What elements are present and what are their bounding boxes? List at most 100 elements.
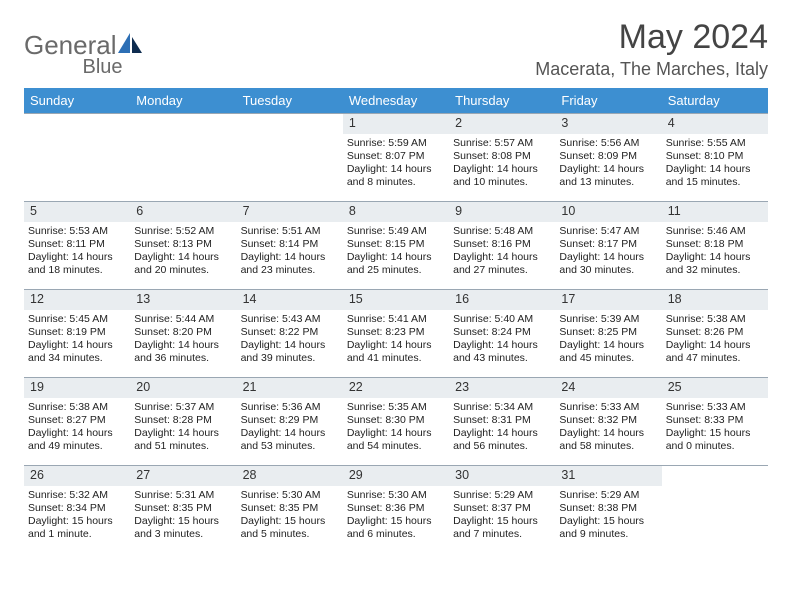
daylight-text: Daylight: 14 hours and 49 minutes. xyxy=(28,427,126,453)
sunrise-text: Sunrise: 5:34 AM xyxy=(453,401,551,414)
calendar-week-row: 5Sunrise: 5:53 AMSunset: 8:11 PMDaylight… xyxy=(24,202,768,290)
calendar-day-cell: 15Sunrise: 5:41 AMSunset: 8:23 PMDayligh… xyxy=(343,290,449,378)
calendar-day-cell: 22Sunrise: 5:35 AMSunset: 8:30 PMDayligh… xyxy=(343,378,449,466)
calendar-day-cell: 29Sunrise: 5:30 AMSunset: 8:36 PMDayligh… xyxy=(343,466,449,554)
sunset-text: Sunset: 8:36 PM xyxy=(347,502,445,515)
sunrise-text: Sunrise: 5:39 AM xyxy=(559,313,657,326)
day-number: 18 xyxy=(662,290,768,310)
sunset-text: Sunset: 8:29 PM xyxy=(241,414,339,427)
sunrise-text: Sunrise: 5:57 AM xyxy=(453,137,551,150)
day-number: 24 xyxy=(555,378,661,398)
calendar-day-cell: 3Sunrise: 5:56 AMSunset: 8:09 PMDaylight… xyxy=(555,114,661,202)
calendar-empty-cell xyxy=(662,466,768,554)
day-number: 6 xyxy=(130,202,236,222)
daylight-text: Daylight: 14 hours and 41 minutes. xyxy=(347,339,445,365)
sunrise-text: Sunrise: 5:44 AM xyxy=(134,313,232,326)
calendar-day-cell: 25Sunrise: 5:33 AMSunset: 8:33 PMDayligh… xyxy=(662,378,768,466)
logo: General Blue xyxy=(24,18,145,61)
calendar-week-row: 1Sunrise: 5:59 AMSunset: 8:07 PMDaylight… xyxy=(24,114,768,202)
day-number: 23 xyxy=(449,378,555,398)
sunset-text: Sunset: 8:38 PM xyxy=(559,502,657,515)
daylight-text: Daylight: 14 hours and 54 minutes. xyxy=(347,427,445,453)
logo-text-blue: Blue xyxy=(83,56,123,79)
sunrise-text: Sunrise: 5:38 AM xyxy=(666,313,764,326)
day-number: 14 xyxy=(237,290,343,310)
sunrise-text: Sunrise: 5:47 AM xyxy=(559,225,657,238)
calendar-day-cell: 26Sunrise: 5:32 AMSunset: 8:34 PMDayligh… xyxy=(24,466,130,554)
sunset-text: Sunset: 8:20 PM xyxy=(134,326,232,339)
sunset-text: Sunset: 8:18 PM xyxy=(666,238,764,251)
weekday-header: Tuesday xyxy=(237,88,343,114)
day-number: 5 xyxy=(24,202,130,222)
calendar-day-cell: 7Sunrise: 5:51 AMSunset: 8:14 PMDaylight… xyxy=(237,202,343,290)
calendar-empty-cell xyxy=(130,114,236,202)
calendar-empty-cell xyxy=(237,114,343,202)
calendar-day-cell: 4Sunrise: 5:55 AMSunset: 8:10 PMDaylight… xyxy=(662,114,768,202)
day-number: 31 xyxy=(555,466,661,486)
daylight-text: Daylight: 15 hours and 0 minutes. xyxy=(666,427,764,453)
calendar-week-row: 19Sunrise: 5:38 AMSunset: 8:27 PMDayligh… xyxy=(24,378,768,466)
calendar-day-cell: 28Sunrise: 5:30 AMSunset: 8:35 PMDayligh… xyxy=(237,466,343,554)
sunrise-text: Sunrise: 5:31 AM xyxy=(134,489,232,502)
day-number: 12 xyxy=(24,290,130,310)
sunrise-text: Sunrise: 5:49 AM xyxy=(347,225,445,238)
daylight-text: Daylight: 14 hours and 25 minutes. xyxy=(347,251,445,277)
sunrise-text: Sunrise: 5:36 AM xyxy=(241,401,339,414)
sunset-text: Sunset: 8:23 PM xyxy=(347,326,445,339)
calendar-day-cell: 11Sunrise: 5:46 AMSunset: 8:18 PMDayligh… xyxy=(662,202,768,290)
sunrise-text: Sunrise: 5:30 AM xyxy=(347,489,445,502)
sunset-text: Sunset: 8:31 PM xyxy=(453,414,551,427)
calendar-day-cell: 1Sunrise: 5:59 AMSunset: 8:07 PMDaylight… xyxy=(343,114,449,202)
sunrise-text: Sunrise: 5:46 AM xyxy=(666,225,764,238)
sunset-text: Sunset: 8:35 PM xyxy=(134,502,232,515)
sunset-text: Sunset: 8:35 PM xyxy=(241,502,339,515)
calendar-day-cell: 2Sunrise: 5:57 AMSunset: 8:08 PMDaylight… xyxy=(449,114,555,202)
sunrise-text: Sunrise: 5:43 AM xyxy=(241,313,339,326)
daylight-text: Daylight: 15 hours and 5 minutes. xyxy=(241,515,339,541)
daylight-text: Daylight: 14 hours and 32 minutes. xyxy=(666,251,764,277)
day-number: 29 xyxy=(343,466,449,486)
day-number: 4 xyxy=(662,114,768,134)
sunset-text: Sunset: 8:07 PM xyxy=(347,150,445,163)
day-number: 22 xyxy=(343,378,449,398)
sunset-text: Sunset: 8:14 PM xyxy=(241,238,339,251)
location: Macerata, The Marches, Italy xyxy=(535,59,768,80)
sunrise-text: Sunrise: 5:38 AM xyxy=(28,401,126,414)
sunset-text: Sunset: 8:32 PM xyxy=(559,414,657,427)
calendar-day-cell: 9Sunrise: 5:48 AMSunset: 8:16 PMDaylight… xyxy=(449,202,555,290)
daylight-text: Daylight: 14 hours and 45 minutes. xyxy=(559,339,657,365)
calendar-day-cell: 23Sunrise: 5:34 AMSunset: 8:31 PMDayligh… xyxy=(449,378,555,466)
weekday-header: Monday xyxy=(130,88,236,114)
title-block: May 2024 Macerata, The Marches, Italy xyxy=(535,18,768,80)
daylight-text: Daylight: 14 hours and 8 minutes. xyxy=(347,163,445,189)
sunrise-text: Sunrise: 5:32 AM xyxy=(28,489,126,502)
sunrise-text: Sunrise: 5:37 AM xyxy=(134,401,232,414)
calendar-day-cell: 21Sunrise: 5:36 AMSunset: 8:29 PMDayligh… xyxy=(237,378,343,466)
daylight-text: Daylight: 14 hours and 18 minutes. xyxy=(28,251,126,277)
day-number: 17 xyxy=(555,290,661,310)
day-number: 8 xyxy=(343,202,449,222)
sunrise-text: Sunrise: 5:45 AM xyxy=(28,313,126,326)
calendar-day-cell: 13Sunrise: 5:44 AMSunset: 8:20 PMDayligh… xyxy=(130,290,236,378)
sunrise-text: Sunrise: 5:51 AM xyxy=(241,225,339,238)
sunrise-text: Sunrise: 5:48 AM xyxy=(453,225,551,238)
day-number: 13 xyxy=(130,290,236,310)
daylight-text: Daylight: 14 hours and 30 minutes. xyxy=(559,251,657,277)
day-number: 25 xyxy=(662,378,768,398)
calendar-day-cell: 24Sunrise: 5:33 AMSunset: 8:32 PMDayligh… xyxy=(555,378,661,466)
daylight-text: Daylight: 15 hours and 1 minute. xyxy=(28,515,126,541)
calendar-empty-cell xyxy=(24,114,130,202)
calendar-day-cell: 27Sunrise: 5:31 AMSunset: 8:35 PMDayligh… xyxy=(130,466,236,554)
sunset-text: Sunset: 8:25 PM xyxy=(559,326,657,339)
daylight-text: Daylight: 14 hours and 51 minutes. xyxy=(134,427,232,453)
sunset-text: Sunset: 8:09 PM xyxy=(559,150,657,163)
month-title: May 2024 xyxy=(535,18,768,57)
day-number: 20 xyxy=(130,378,236,398)
calendar-week-row: 26Sunrise: 5:32 AMSunset: 8:34 PMDayligh… xyxy=(24,466,768,554)
day-number: 30 xyxy=(449,466,555,486)
sunset-text: Sunset: 8:16 PM xyxy=(453,238,551,251)
daylight-text: Daylight: 14 hours and 53 minutes. xyxy=(241,427,339,453)
calendar-day-cell: 31Sunrise: 5:29 AMSunset: 8:38 PMDayligh… xyxy=(555,466,661,554)
calendar-day-cell: 5Sunrise: 5:53 AMSunset: 8:11 PMDaylight… xyxy=(24,202,130,290)
daylight-text: Daylight: 14 hours and 43 minutes. xyxy=(453,339,551,365)
